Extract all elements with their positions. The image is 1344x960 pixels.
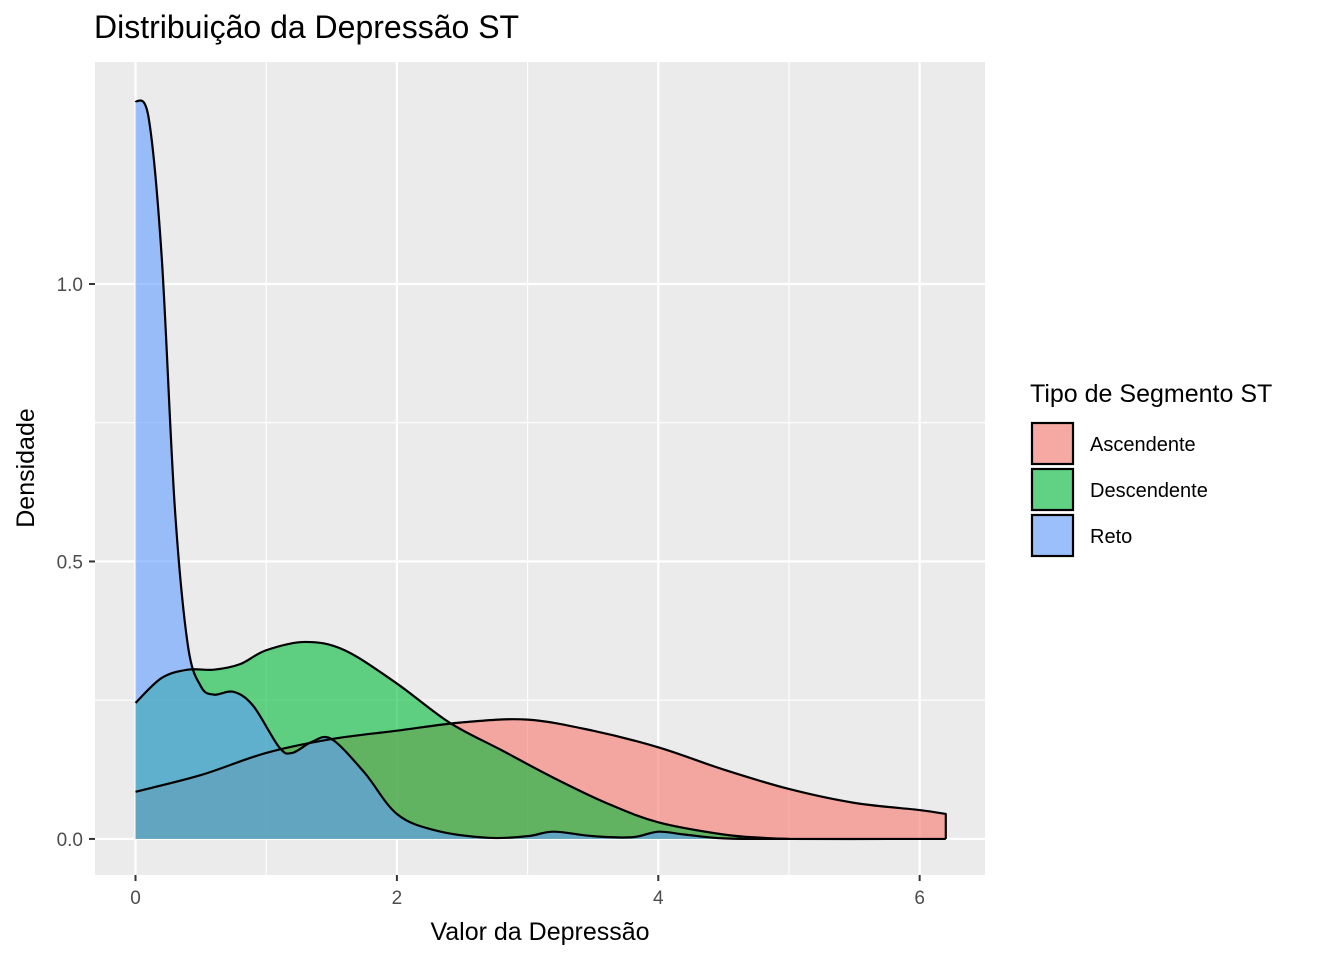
x-axis: 0 2 4 6 (130, 875, 925, 909)
legend-title: Tipo de Segmento ST (1030, 380, 1272, 408)
legend: Tipo de Segmento ST Ascendente Descendent… (1030, 380, 1272, 558)
density-line-reto (134, 99, 946, 841)
density-line-descendente (134, 640, 790, 841)
y-axis: 0.0 0.5 1.0 (57, 275, 95, 851)
legend-swatch-ascendente (1030, 421, 1075, 466)
x-axis-title: Valor da Depressão (430, 918, 649, 946)
y-tick-label: 1.0 (57, 275, 83, 296)
density-fills (135, 100, 946, 839)
x-tick-label: 2 (392, 888, 403, 909)
legend-swatch-reto (1030, 513, 1075, 558)
y-tick-label: 0.0 (57, 830, 83, 851)
y-axis-title: Densidade (12, 408, 40, 528)
x-tick-label: 6 (914, 888, 925, 909)
legend-label-descendente: Descendente (1090, 480, 1208, 502)
legend-label-ascendente: Ascendente (1090, 434, 1196, 456)
density-area-reto (135, 100, 946, 839)
legend-swatch-descendente (1030, 467, 1075, 512)
y-tick-label: 0.5 (57, 552, 83, 573)
x-tick-label: 4 (653, 888, 664, 909)
chart-title: Distribuição da Depressão ST (94, 9, 519, 45)
density-line-ascendente (135, 718, 947, 839)
legend-label-reto: Reto (1090, 526, 1132, 548)
density-outlines (134, 99, 947, 841)
x-tick-label: 0 (130, 888, 141, 909)
